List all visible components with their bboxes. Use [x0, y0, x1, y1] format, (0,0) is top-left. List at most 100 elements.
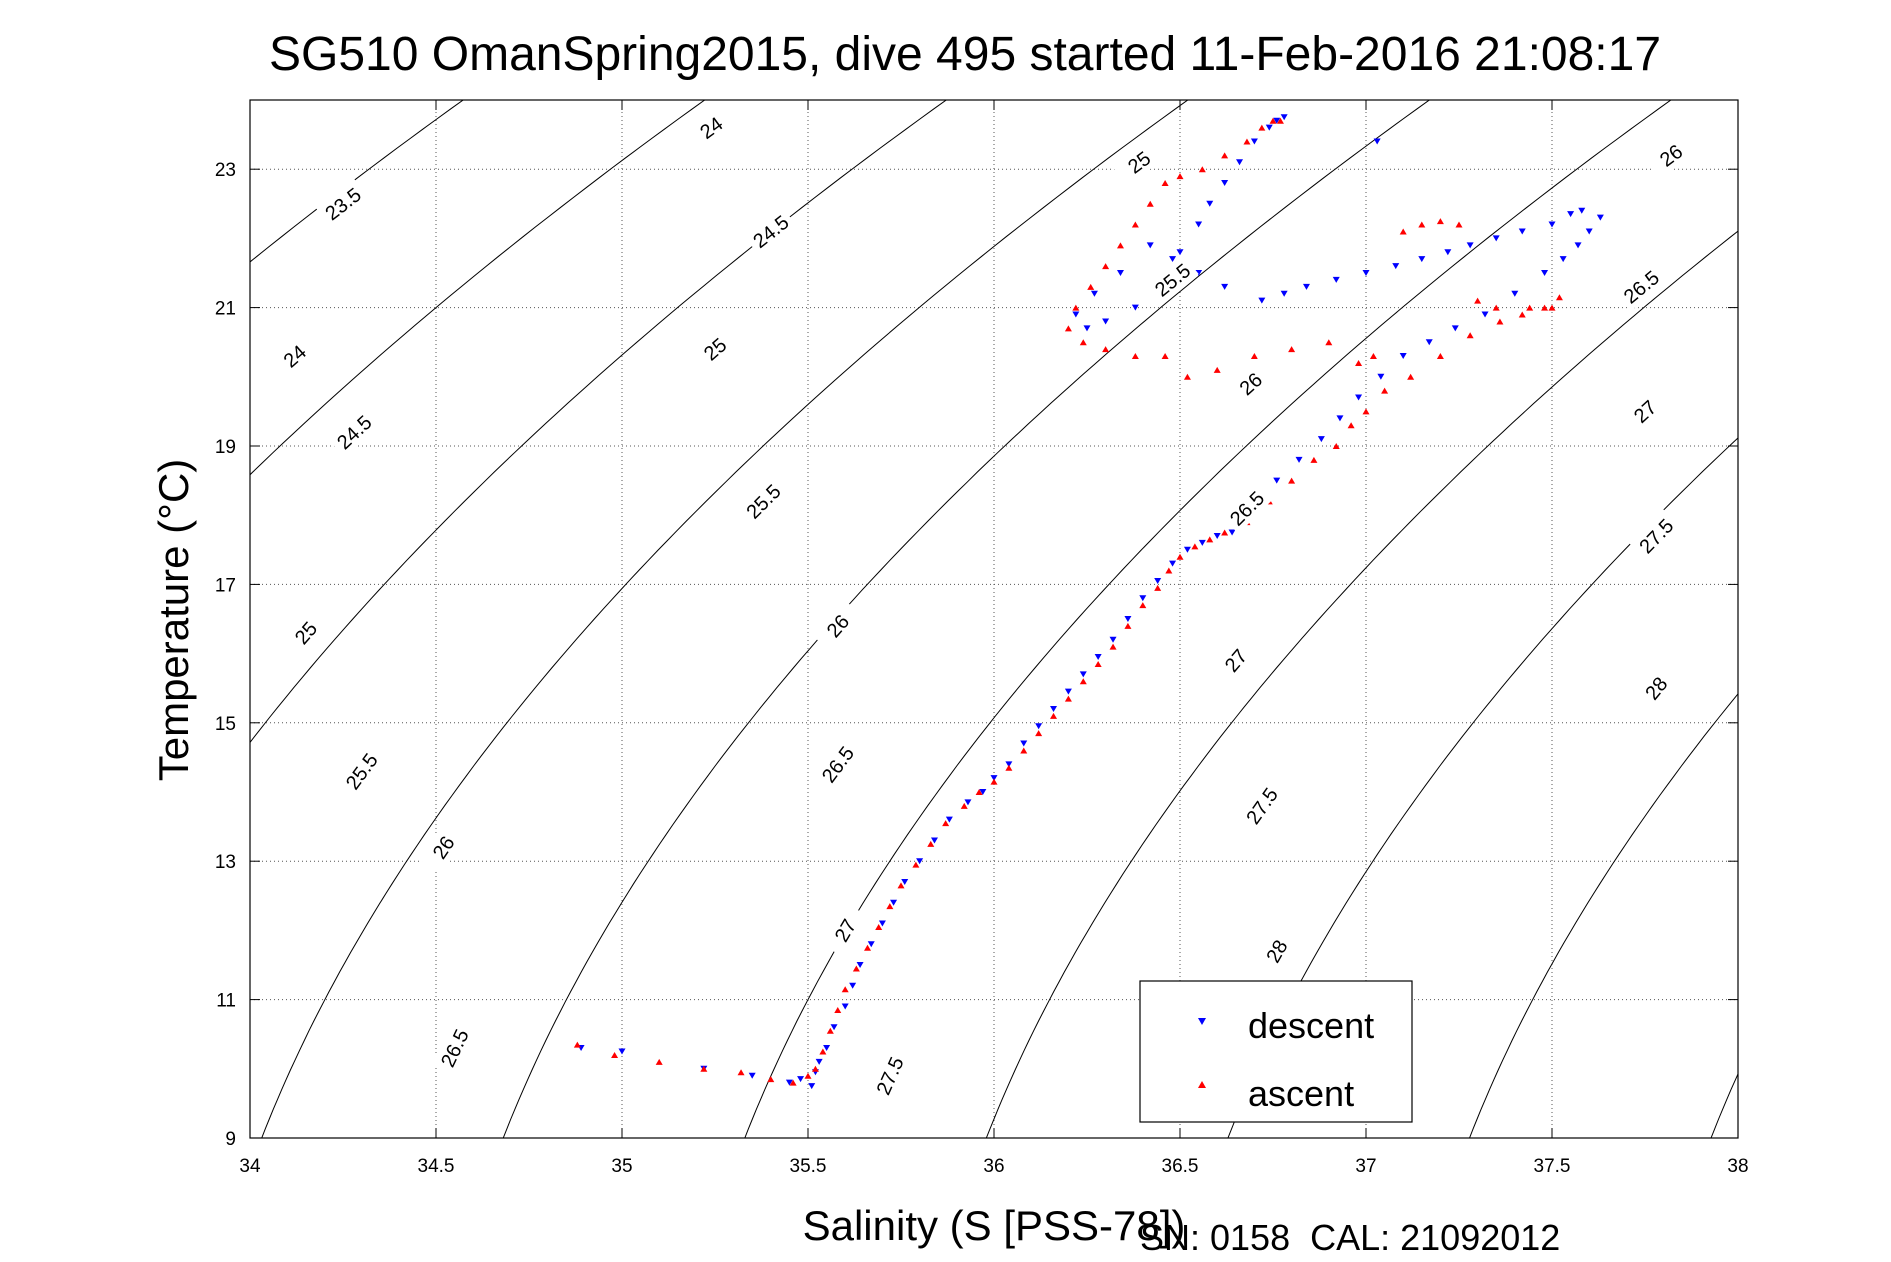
descent-point — [1250, 138, 1258, 145]
axis-ticks: 34 34.5 35 35.5 36 36.5 37 37.5 38 9 11 13 15 17 19 21 2… — [215, 100, 1749, 1177]
grid-lines — [250, 100, 1738, 1138]
ascent-point — [1176, 553, 1184, 560]
ascent-point — [1369, 353, 1377, 360]
contour-label-bg — [1643, 129, 1698, 180]
contour-label-bg — [279, 605, 331, 659]
descent-point — [1492, 235, 1500, 242]
ascent-point — [1221, 529, 1229, 536]
descent-point — [1444, 249, 1452, 256]
descent-point — [1574, 242, 1582, 249]
contour-label-bg — [1223, 357, 1277, 409]
contour-label-bg — [1630, 660, 1681, 715]
ascent-point — [1258, 124, 1266, 131]
descent-point — [1567, 211, 1575, 218]
contour-label-bg — [1613, 260, 1668, 312]
descent-point — [1466, 242, 1474, 249]
ascent-point — [811, 1065, 819, 1072]
ascent-point — [1221, 152, 1229, 159]
descent-point — [1559, 256, 1567, 263]
x-tick-label: 36 — [983, 1156, 1004, 1177]
descent-point — [1072, 311, 1080, 318]
contour-label-bg — [1145, 253, 1199, 305]
legend: descent ascent — [1139, 980, 1413, 1123]
ascent-point — [1436, 218, 1444, 225]
ascent-point — [1518, 311, 1526, 318]
descent-point — [1585, 228, 1593, 235]
density-contour-line — [744, 100, 1672, 1138]
chart-title: SG510 OmanSpring2015, dive 495 started 1… — [269, 28, 1661, 81]
ascent-point — [1496, 318, 1504, 325]
ascent-point — [789, 1079, 797, 1086]
ascent-point — [700, 1065, 708, 1072]
contour-label-bg — [267, 329, 321, 381]
legend-descent-label: descent — [1248, 1005, 1374, 1046]
ascent-point — [1362, 408, 1370, 415]
contour-label-bg — [1111, 136, 1166, 187]
descent-point — [856, 962, 864, 968]
descent-point — [1005, 761, 1013, 768]
descent-point — [1124, 616, 1132, 622]
ascent-point — [1548, 304, 1556, 311]
ascent-point — [1310, 456, 1318, 463]
ascent-point — [1116, 242, 1124, 249]
ascent-point — [875, 923, 883, 930]
series-ascent — [573, 117, 1563, 1086]
x-axis-label: Salinity (S [PSS-78]) — [803, 1202, 1186, 1249]
density-contour-line — [985, 230, 1738, 1138]
descent-point — [1332, 276, 1340, 283]
legend-ascent-marker — [1198, 1081, 1206, 1088]
descent-point — [1418, 256, 1426, 263]
ascent-point — [1492, 304, 1500, 311]
descent-point — [964, 799, 972, 806]
contour-label-bg — [327, 405, 380, 458]
ascent-point — [1288, 477, 1296, 484]
x-tick-label: 36.5 — [1162, 1156, 1199, 1177]
descent-point — [1221, 180, 1229, 187]
descent-point — [808, 1083, 816, 1090]
descent-point — [1169, 256, 1177, 263]
descent-point — [1399, 353, 1407, 360]
ascent-point — [1146, 200, 1154, 207]
descent-point — [815, 1058, 823, 1065]
ascent-point — [1407, 373, 1415, 380]
ascent-point — [1243, 138, 1251, 145]
ascent-point — [1436, 353, 1444, 360]
ascent-point — [1418, 221, 1426, 228]
descent-point — [1094, 654, 1102, 661]
descent-point — [1176, 249, 1184, 256]
descent-point — [1206, 200, 1214, 207]
descent-point — [1050, 705, 1058, 712]
descent-point — [830, 1024, 838, 1031]
legend-ascent-label: ascent — [1248, 1073, 1354, 1114]
descent-point — [1265, 124, 1273, 131]
x-tick-label: 34.5 — [418, 1156, 455, 1177]
descent-point — [823, 1045, 831, 1052]
x-tick-label: 38 — [1727, 1156, 1748, 1177]
contour-label-bg — [743, 205, 798, 256]
x-tick-label: 37.5 — [1534, 1156, 1571, 1177]
data-points — [573, 114, 1604, 1090]
y-tick-label: 13 — [215, 852, 236, 873]
descent-point — [1511, 290, 1519, 297]
contour-label-bg — [1252, 923, 1300, 978]
ascent-point — [960, 802, 968, 809]
contour-label-bg — [820, 902, 868, 958]
descent-point — [1169, 560, 1177, 567]
ascent-point — [1154, 584, 1162, 591]
ascent-point — [1109, 643, 1117, 650]
ascent-point — [1355, 359, 1363, 366]
ascent-point — [1050, 712, 1058, 719]
contour-label-bg — [431, 1020, 476, 1075]
descent-point — [785, 1079, 793, 1086]
ascent-point — [1176, 173, 1184, 180]
ascent-point — [1325, 339, 1333, 346]
ascent-point — [655, 1058, 663, 1065]
ascent-point — [864, 944, 872, 951]
density-contour-line — [250, 100, 706, 476]
plot-area: 34 34.5 35 35.5 36 36.5 37 37.5 38 9 11 13 15 17 19 21 2… — [215, 99, 1749, 1177]
contour-label-bg — [811, 598, 863, 652]
descent-point — [1451, 325, 1459, 332]
density-contour-line — [1468, 693, 1738, 1138]
contour-label-bg — [867, 1048, 911, 1103]
